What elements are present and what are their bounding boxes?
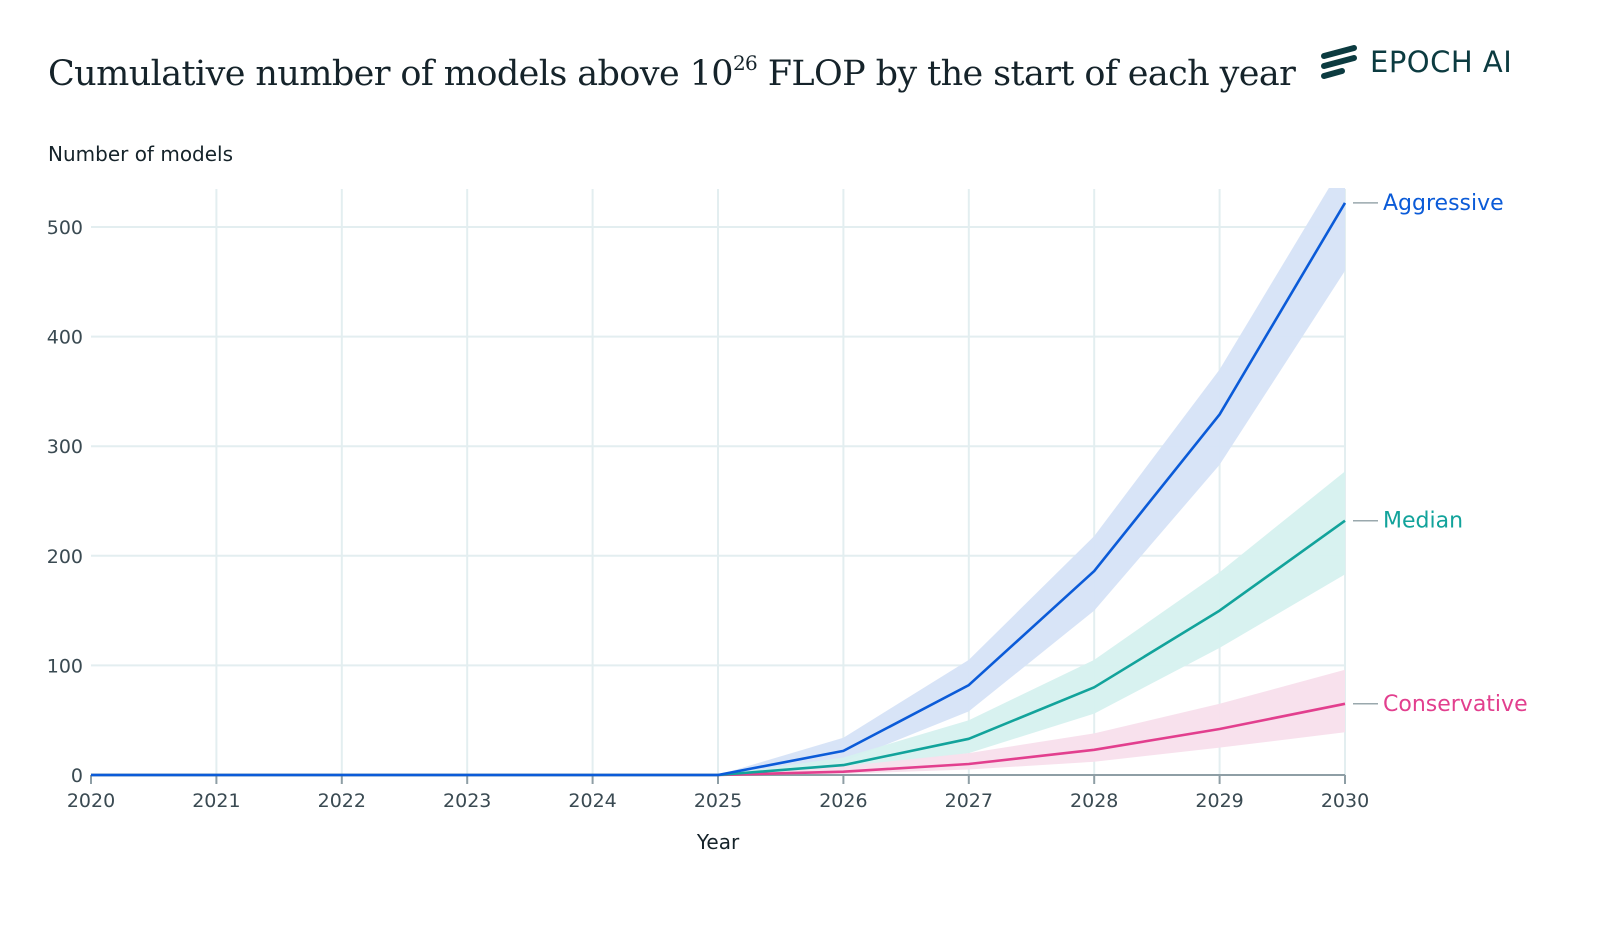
x-tick-label: 2027 — [945, 790, 993, 812]
chart-title: Cumulative number of models above 1026 F… — [48, 51, 1296, 94]
median-confidence-band — [91, 471, 1345, 775]
aggressive-series-line — [91, 202, 1346, 777]
x-tick-label: 2020 — [67, 790, 115, 812]
epoch-ai-logo: EPOCH AI — [1320, 44, 1512, 80]
y-axis-label: Number of models — [48, 142, 234, 166]
x-tick-label: 2026 — [819, 790, 867, 812]
conservative-series-label: Conservative — [1383, 692, 1528, 717]
conservative-confidence-band — [91, 669, 1345, 775]
y-tick-label: 0 — [71, 765, 83, 787]
median-series-label: Median — [1383, 509, 1463, 534]
x-tick-label: 2022 — [318, 790, 366, 812]
x-tick-label: 2028 — [1070, 790, 1118, 812]
title-exponent: 26 — [732, 51, 758, 75]
x-tick-label: 2030 — [1321, 790, 1369, 812]
title-rest: FLOP by the start of each year — [757, 54, 1296, 94]
aggressive-series-label: Aggressive — [1383, 191, 1504, 216]
x-tick-label: 2029 — [1195, 790, 1243, 812]
x-tick-label: 2025 — [694, 790, 742, 812]
logo-text: EPOCH AI — [1370, 45, 1513, 79]
series-labels: Aggressive Median Conservative — [1353, 191, 1528, 717]
y-tick-label: 200 — [47, 546, 83, 568]
title-main: Cumulative number of models above 10 — [48, 54, 734, 94]
epoch-logo-icon — [1321, 45, 1357, 79]
x-tick-label: 2021 — [192, 790, 240, 812]
y-tick-label: 400 — [47, 327, 83, 349]
y-tick-label: 500 — [47, 217, 83, 239]
x-tick-label: 2023 — [443, 790, 491, 812]
series-lines — [91, 202, 1346, 777]
x-tick-label: 2024 — [568, 790, 616, 812]
y-tick-label: 100 — [47, 655, 83, 677]
x-axis-label: Year — [696, 830, 740, 854]
y-tick-label: 300 — [47, 436, 83, 458]
